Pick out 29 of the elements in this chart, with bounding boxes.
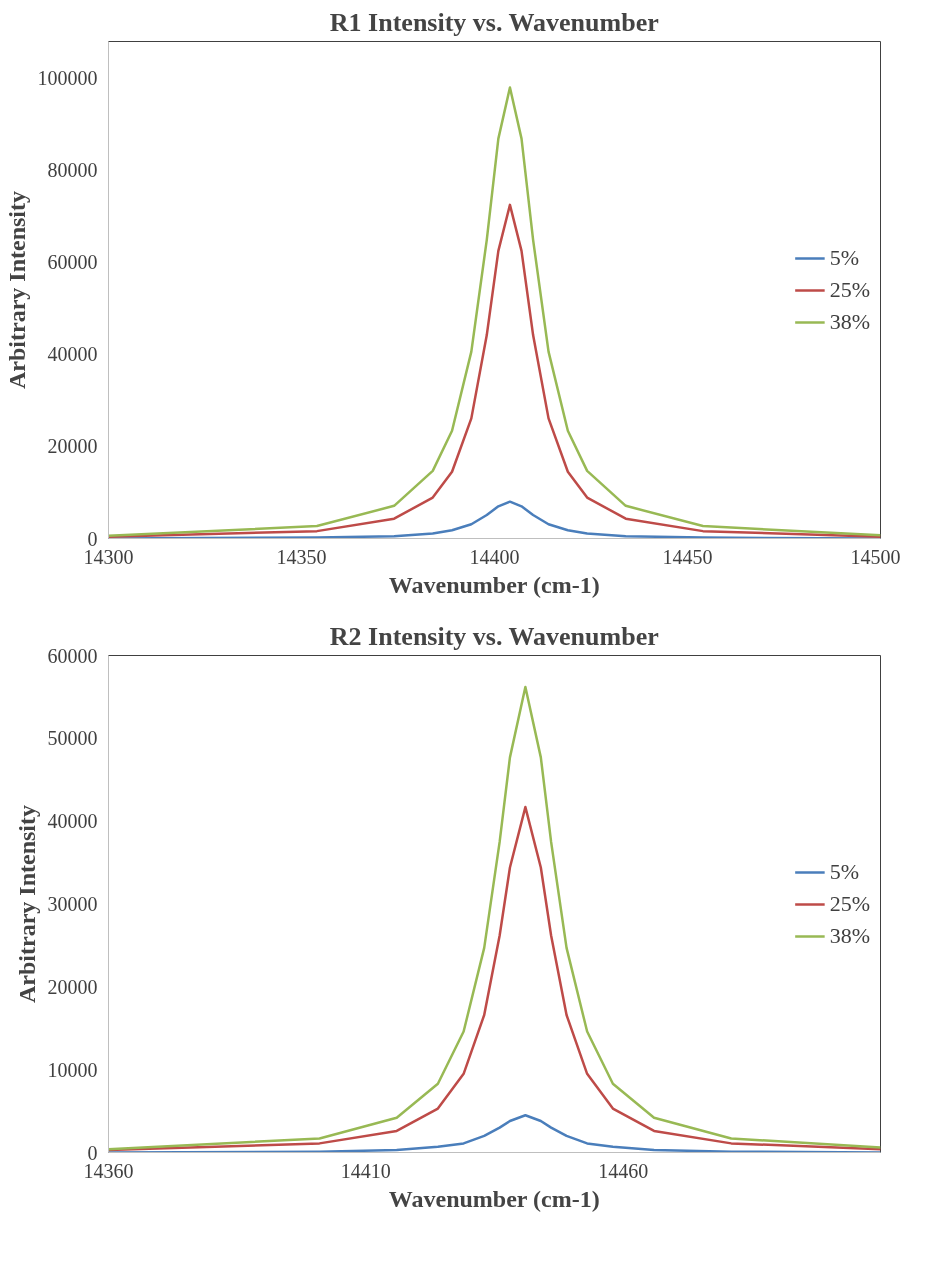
y-tick-label: 20000 xyxy=(47,435,98,458)
x-tick-label: 14500 xyxy=(850,545,901,568)
y-tick-label: 40000 xyxy=(47,343,98,366)
legend-label: 25% xyxy=(829,276,870,303)
legend-label: 5% xyxy=(829,244,859,271)
y-tick-label: 80000 xyxy=(47,159,98,182)
chart-title: R2 Intensity vs. Wavenumber xyxy=(329,621,659,651)
y-axis-title: Arbitrary Intensity xyxy=(13,805,40,1003)
y-tick-label: 60000 xyxy=(47,644,98,667)
y-tick-label: 40000 xyxy=(47,810,98,833)
y-axis-title: Arbitrary Intensity xyxy=(3,191,30,389)
legend-label: 38% xyxy=(829,308,870,335)
x-axis-title: Wavenumber (cm-1) xyxy=(388,1185,600,1212)
x-tick-label: 14350 xyxy=(276,545,327,568)
legend-label: 5% xyxy=(829,858,859,885)
y-tick-label: 60000 xyxy=(47,251,98,274)
x-axis-title: Wavenumber (cm-1) xyxy=(388,571,600,598)
x-tick-label: 14410 xyxy=(340,1159,391,1182)
y-tick-label: 20000 xyxy=(47,975,98,998)
legend-label: 38% xyxy=(829,922,870,949)
y-tick-label: 100000 xyxy=(37,67,98,90)
y-tick-label: 10000 xyxy=(47,1058,98,1081)
chart-title: R1 Intensity vs. Wavenumber xyxy=(329,7,659,37)
x-tick-label: 14460 xyxy=(598,1159,649,1182)
y-tick-label: 30000 xyxy=(47,893,98,915)
x-tick-label: 14400 xyxy=(469,545,520,568)
y-tick-label: 50000 xyxy=(47,727,98,750)
legend-label: 25% xyxy=(829,890,870,917)
x-tick-label: 14450 xyxy=(662,545,713,568)
